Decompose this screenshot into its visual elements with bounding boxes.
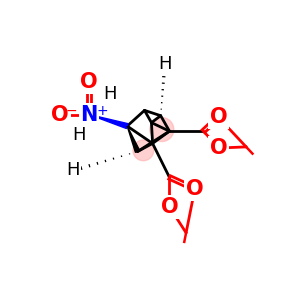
Polygon shape: [127, 126, 140, 152]
Circle shape: [150, 118, 174, 142]
Text: O: O: [186, 179, 204, 199]
Text: H: H: [67, 161, 80, 179]
Polygon shape: [89, 115, 128, 128]
Circle shape: [133, 140, 154, 161]
Text: H: H: [103, 85, 117, 103]
Text: O: O: [80, 72, 98, 92]
Text: H: H: [73, 126, 86, 144]
Text: −: −: [65, 104, 77, 118]
Text: O: O: [210, 107, 227, 127]
Text: O: O: [210, 138, 228, 158]
Text: N: N: [80, 104, 98, 124]
Text: O: O: [160, 197, 178, 217]
Text: +: +: [97, 104, 108, 118]
Text: H: H: [158, 55, 172, 73]
Text: O: O: [51, 104, 69, 124]
